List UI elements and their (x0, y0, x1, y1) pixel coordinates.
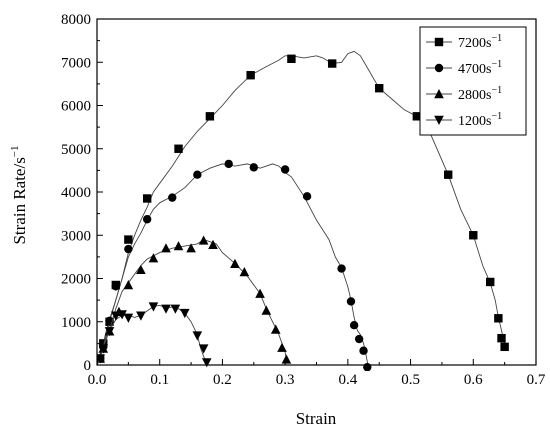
data-point (111, 311, 121, 321)
series-line (97, 239, 287, 366)
data-point (174, 144, 183, 153)
x-tick-label: 0.1 (150, 372, 169, 388)
x-tick-label: 0.3 (276, 372, 295, 388)
data-point (281, 354, 292, 364)
data-point (148, 253, 159, 263)
legend-label: 7200s−1 (458, 33, 502, 51)
data-point (469, 231, 478, 240)
series-2 (97, 235, 292, 366)
y-axis-title: Strain Rate/s−1 (9, 145, 29, 244)
data-point (444, 170, 453, 179)
x-tick-label: 0.4 (338, 372, 357, 388)
data-point (500, 342, 509, 352)
data-point (201, 358, 212, 368)
data-point (98, 344, 109, 354)
data-point (249, 163, 258, 172)
data-point (375, 84, 384, 93)
data-point (412, 112, 422, 121)
data-point (180, 308, 190, 319)
data-point (117, 310, 127, 320)
data-point (337, 264, 346, 273)
legend-marker (434, 63, 444, 73)
data-point (497, 333, 506, 343)
data-point (255, 288, 265, 298)
data-point (327, 59, 337, 68)
x-tick-label: 0.6 (464, 372, 483, 388)
data-point (186, 243, 196, 253)
data-point (205, 112, 215, 121)
data-point (136, 311, 146, 321)
plot-area (97, 50, 509, 371)
data-point (173, 241, 184, 251)
data-point (123, 313, 134, 323)
data-point (302, 192, 312, 201)
data-point (363, 362, 372, 371)
data-point (97, 354, 105, 364)
y-tick-label: 4000 (61, 185, 91, 201)
legend-label: 4700s−1 (458, 59, 502, 77)
data-point (208, 239, 218, 249)
data-point (136, 264, 146, 275)
data-point (148, 302, 159, 312)
x-tick-label: 0.0 (88, 372, 107, 388)
y-tick-label: 5000 (61, 142, 91, 158)
legend-marker (434, 37, 444, 47)
data-point (111, 282, 121, 291)
y-tick-label: 6000 (61, 99, 91, 115)
data-point (280, 165, 290, 174)
legend-label: 1200s−1 (458, 111, 502, 129)
data-point (224, 159, 233, 169)
data-point (192, 331, 203, 341)
legend-label: 2800s−1 (458, 85, 502, 103)
data-point (230, 258, 240, 268)
legend-marker (434, 115, 444, 125)
y-tick-label: 1000 (61, 315, 91, 331)
data-point (161, 304, 171, 314)
data-point (349, 321, 359, 330)
data-point (161, 243, 171, 253)
data-point (198, 235, 209, 245)
data-point (142, 215, 152, 224)
x-axis-title: Strain (296, 409, 337, 428)
data-point (168, 193, 177, 202)
data-point (123, 279, 134, 290)
legend-marker (434, 89, 444, 99)
data-point (198, 344, 209, 354)
x-tick-label: 0.2 (213, 372, 232, 388)
data-point (239, 267, 250, 277)
data-point (359, 346, 368, 355)
data-point (277, 342, 287, 352)
axes: 0.0 0.1 0.2 0.3 0.4 0.5 0.6 0.7 0 1000 2000 3000 400… (61, 12, 546, 388)
data-point (354, 334, 364, 344)
data-point (246, 71, 255, 80)
series-3 (97, 302, 212, 368)
y-tick-label: 7000 (61, 55, 91, 71)
data-point (193, 170, 202, 179)
data-point (124, 244, 133, 254)
series-line (97, 163, 369, 366)
data-point (270, 324, 281, 334)
x-tick-label: 0.7 (527, 372, 546, 388)
y-tick-label: 0 (84, 358, 92, 374)
data-point (486, 277, 495, 287)
y-tick-label: 8000 (61, 12, 91, 28)
data-point (287, 54, 296, 63)
data-point (261, 305, 272, 315)
data-point (346, 297, 356, 306)
y-tick-label: 2000 (61, 272, 91, 288)
data-point (104, 327, 115, 337)
data-point (124, 235, 133, 244)
x-tick-label: 0.5 (401, 372, 420, 388)
data-point (142, 194, 152, 203)
legend: 7200s−1 4700s−1 2800s−1 1200s−1 (419, 26, 527, 136)
data-point (170, 304, 181, 314)
data-point (494, 314, 503, 323)
y-tick-label: 3000 (61, 228, 91, 244)
